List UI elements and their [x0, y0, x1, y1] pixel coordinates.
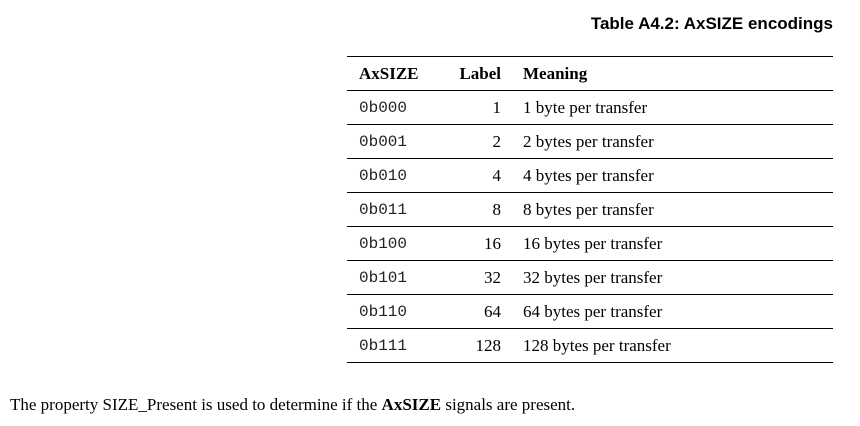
table-row: 0b011 8 8 bytes per transfer — [347, 193, 833, 227]
table-row: 0b010 4 4 bytes per transfer — [347, 159, 833, 193]
table-row: 0b001 2 2 bytes per transfer — [347, 125, 833, 159]
column-header-label: Label — [459, 63, 501, 83]
cell-axsize-code: 0b110 — [359, 302, 408, 321]
cell-label: 128 — [475, 335, 502, 355]
cell-label: 4 — [492, 165, 502, 185]
cell-axsize-code: 0b011 — [359, 200, 408, 219]
cell-meaning: 16 bytes per transfer — [523, 233, 663, 253]
cell-meaning: 128 bytes per transfer — [523, 335, 671, 355]
cell-label: 8 — [492, 199, 502, 219]
cell-label: 1 — [492, 97, 502, 117]
cell-label: 16 — [484, 233, 501, 253]
cell-label: 64 — [484, 301, 501, 321]
cell-label: 32 — [484, 267, 501, 287]
cell-axsize-code: 0b010 — [359, 166, 408, 185]
column-header-meaning: Meaning — [523, 63, 588, 83]
cell-meaning: 32 bytes per transfer — [523, 267, 663, 287]
cell-axsize-code: 0b101 — [359, 268, 408, 287]
table-caption: Table A4.2: AxSIZE encodings — [590, 14, 833, 33]
cell-axsize-code: 0b100 — [359, 234, 408, 253]
axsize-encodings-table: AxSIZE Label Meaning 0b000 1 1 byte per … — [347, 56, 833, 363]
cell-label: 2 — [492, 131, 502, 151]
cell-axsize-code: 0b111 — [359, 336, 408, 355]
paragraph-text-after: signals are present. — [441, 395, 576, 414]
cell-meaning: 64 bytes per transfer — [523, 301, 663, 321]
table-row: 0b100 16 16 bytes per transfer — [347, 227, 833, 261]
cell-meaning: 2 bytes per transfer — [523, 131, 654, 151]
cell-axsize-code: 0b000 — [359, 98, 408, 117]
table-header-row: AxSIZE Label Meaning — [347, 56, 833, 91]
paragraph-text-before: The property SIZE_Present is used to det… — [10, 395, 382, 414]
table-row: 0b111 128 128 bytes per transfer — [347, 329, 833, 363]
table-row: 0b110 64 64 bytes per transfer — [347, 295, 833, 329]
body-paragraph: The property SIZE_Present is used to det… — [10, 395, 575, 415]
cell-axsize-code: 0b001 — [359, 132, 408, 151]
table-row: 0b101 32 32 bytes per transfer — [347, 261, 833, 295]
cell-meaning: 4 bytes per transfer — [523, 165, 654, 185]
table-row: 0b000 1 1 byte per transfer — [347, 91, 833, 125]
cell-meaning: 8 bytes per transfer — [523, 199, 654, 219]
paragraph-bold-signal: AxSIZE — [381, 395, 442, 414]
column-header-axsize: AxSIZE — [359, 63, 419, 83]
cell-meaning: 1 byte per transfer — [523, 97, 648, 117]
